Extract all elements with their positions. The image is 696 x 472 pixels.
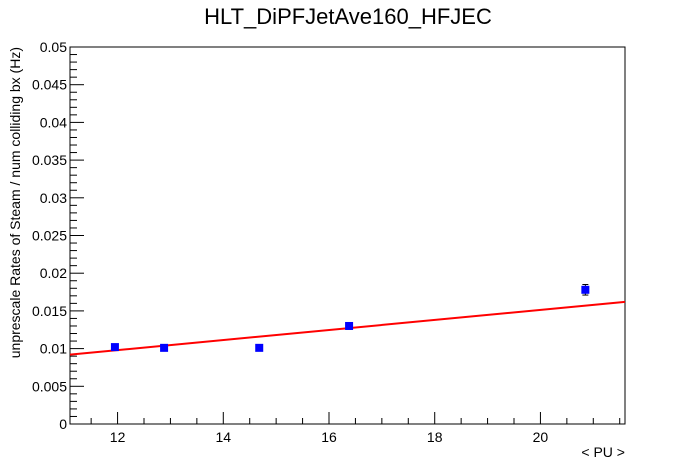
x-tick-label: 16	[321, 429, 337, 445]
y-tick-label: 0.045	[32, 77, 67, 93]
x-tick-label: 18	[427, 429, 443, 445]
y-tick-label: 0.03	[40, 190, 67, 206]
data-point	[581, 285, 590, 294]
y-tick-label: 0.005	[32, 378, 67, 394]
data-point	[345, 321, 354, 330]
y-tick-label: 0	[59, 416, 67, 432]
y-tick-label: 0.015	[32, 303, 67, 319]
x-tick-label: 20	[533, 429, 549, 445]
y-tick-label: 0.04	[40, 114, 67, 130]
x-axis-label: < PU >	[581, 444, 625, 460]
data-point	[255, 343, 264, 352]
y-axis: 0 0.005 0.01 0.015 0.02 0.025 0.03 0.035 0.04 0.0…	[32, 39, 84, 432]
y-tick-label: 0.05	[40, 39, 67, 55]
chart-title: HLT_DiPFJetAve160_HFJEC	[204, 4, 492, 29]
y-tick-label: 0.02	[40, 265, 67, 281]
y-tick-label: 0.035	[32, 152, 67, 168]
x-tick-label: 12	[110, 429, 126, 445]
y-tick-label: 0.01	[40, 341, 67, 357]
data-point	[160, 343, 169, 352]
x-axis: 12 14 16 18 20	[90, 412, 621, 445]
data-points	[110, 284, 590, 352]
y-tick-label: 0.025	[32, 228, 67, 244]
x-tick-label: 14	[215, 429, 231, 445]
y-axis-label: unprescale Rates of Steam / num collidin…	[7, 47, 23, 358]
plot-frame	[69, 46, 626, 425]
data-point	[110, 343, 119, 352]
